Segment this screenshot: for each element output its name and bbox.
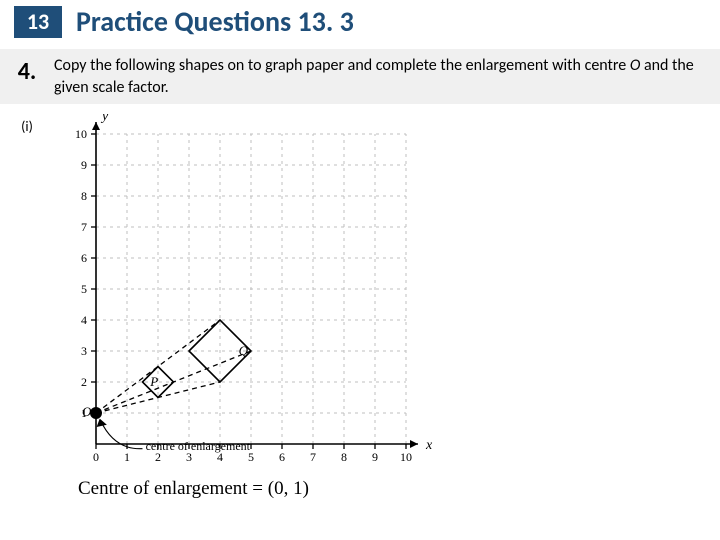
svg-text:10: 10 [75, 127, 87, 141]
enlargement-graph: 01234567891012345678910xyPQOcentre of en… [64, 114, 444, 464]
svg-text:y: y [100, 114, 109, 124]
graph-caption: Centre of enlargement = (0, 1) [0, 478, 720, 500]
svg-text:8: 8 [341, 450, 347, 464]
svg-text:6: 6 [81, 251, 87, 265]
svg-text:7: 7 [310, 450, 316, 464]
chapter-number-badge: 13 [14, 6, 62, 38]
svg-text:5: 5 [81, 282, 87, 296]
question-text: Copy the following shapes on to graph pa… [54, 55, 720, 98]
svg-text:6: 6 [279, 450, 285, 464]
svg-text:x: x [425, 438, 433, 453]
question-text-italic: O [630, 56, 640, 75]
svg-text:2: 2 [81, 375, 87, 389]
svg-text:9: 9 [372, 450, 378, 464]
page-title: Practice Questions 13. 3 [76, 4, 354, 39]
question-number: 4. [0, 55, 54, 98]
question-text-part1: Copy the following shapes on to graph pa… [54, 56, 630, 75]
svg-text:4: 4 [81, 313, 87, 327]
svg-text:P: P [149, 374, 158, 389]
graph-container: 01234567891012345678910xyPQOcentre of en… [54, 114, 444, 464]
svg-text:1: 1 [124, 450, 130, 464]
question-block: 4. Copy the following shapes on to graph… [0, 49, 720, 104]
svg-text:0: 0 [93, 450, 99, 464]
svg-text:9: 9 [81, 158, 87, 172]
svg-text:centre of enlargement: centre of enlargement [146, 439, 251, 453]
svg-text:10: 10 [400, 450, 412, 464]
svg-text:Q: Q [239, 343, 249, 358]
svg-text:3: 3 [81, 344, 87, 358]
svg-text:7: 7 [81, 220, 87, 234]
svg-text:8: 8 [81, 189, 87, 203]
subpart-label: (i) [0, 114, 54, 464]
